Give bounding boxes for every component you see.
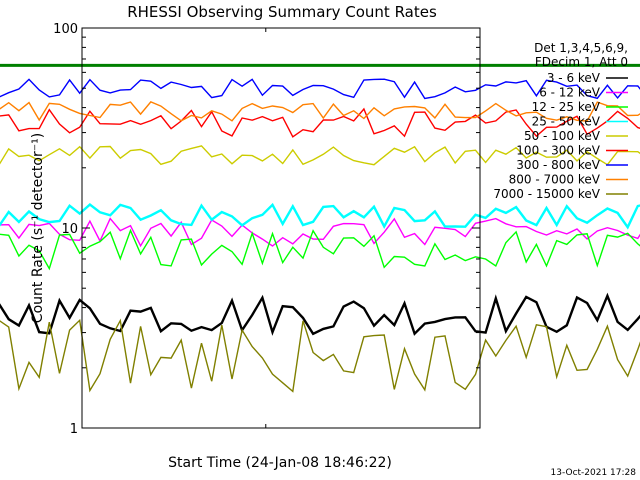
legend-entry-7: 800 - 7000 keV [509,173,601,187]
y-axis: 1 10 100 [53,22,480,437]
legend-entry-1: 6 - 12 keV [539,86,601,100]
footer-date: 13-Oct-2021 17:28 [551,468,637,478]
series-trace-8 [0,318,640,393]
legend-header-0: Det 1,3,4,5,6,9, [534,41,628,55]
legend-entry-8: 7000 - 15000 keV [493,187,600,201]
y-axis-label: Count Rate (s⁻¹ detector⁻¹) [30,133,46,323]
legend-header-1: FDecim 1, Att 0 [535,55,628,69]
legend-entry-5: 100 - 300 keV [516,144,600,158]
legend-entry-3: 25 - 50 keV [532,115,601,129]
legend-entry-4: 50 - 100 keV [524,129,601,143]
y-tick-label-2: 100 [53,22,78,37]
x-axis-label: Start Time (24-Jan-08 18:46:22) [168,455,392,471]
legend-entry-0: 3 - 6 keV [547,71,601,85]
plot-frame [81,27,481,429]
y-tick-label-0: 1 [70,422,78,437]
chart-title: RHESSI Observing Summary Count Rates [127,3,437,21]
legend: Det 1,3,4,5,6,9,FDecim 1, Att 0 3 - 6 keV… [493,41,628,201]
legend-entry-6: 300 - 800 keV [516,158,600,172]
y-tick-label-1: 10 [61,222,78,237]
x-axis: 19:0019:1519:3019:4520:0020:15 [265,28,267,428]
legend-entry-2: 12 - 25 keV [532,100,601,114]
